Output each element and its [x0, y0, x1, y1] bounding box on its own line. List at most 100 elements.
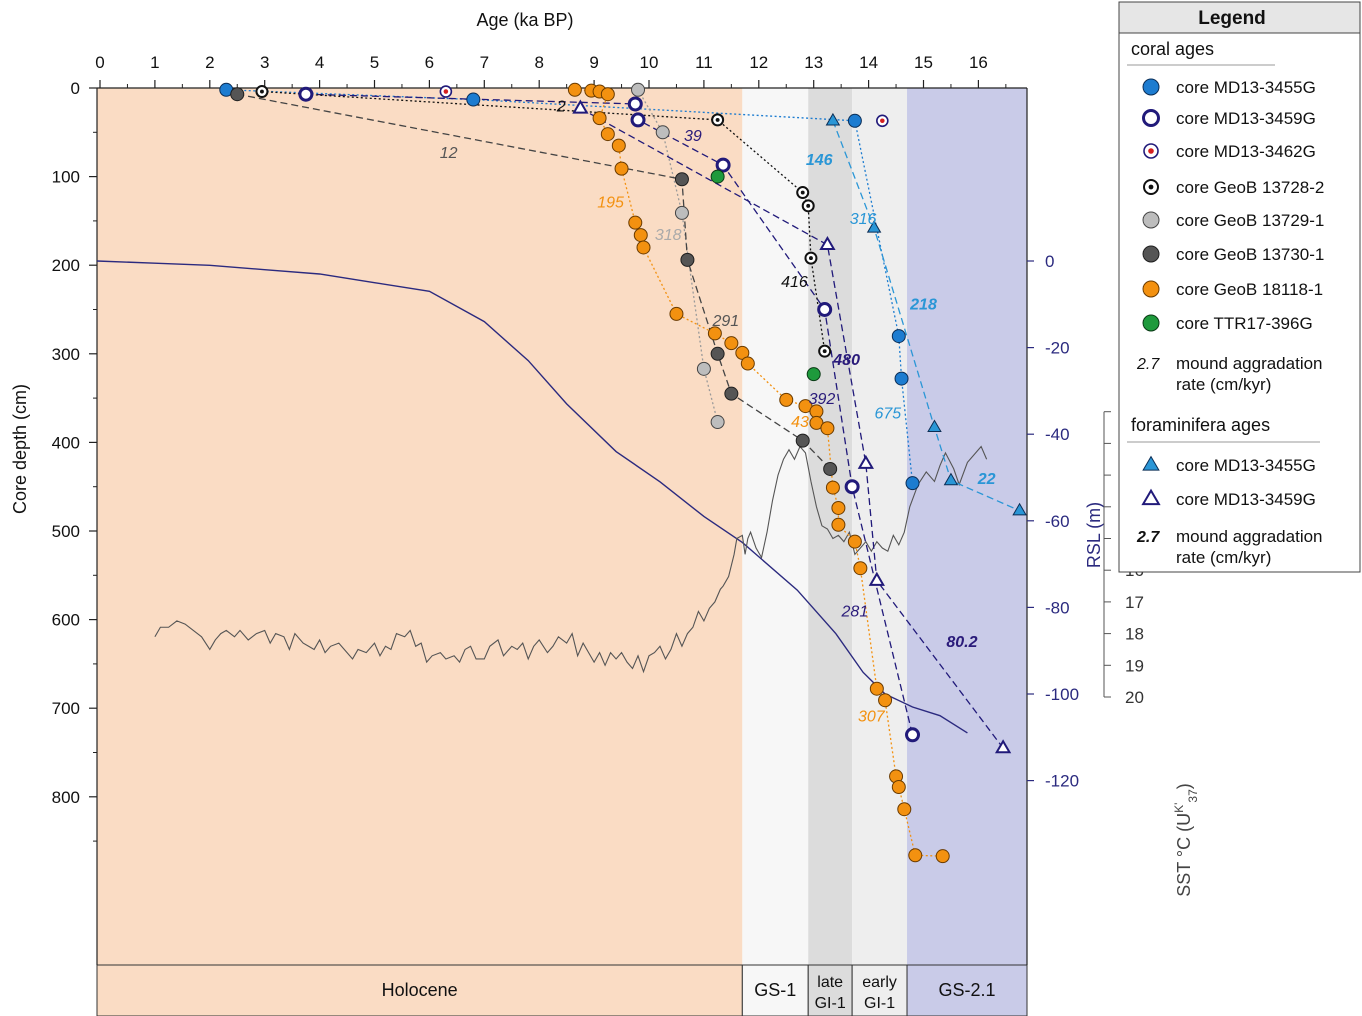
point-s5-1 [674, 172, 689, 187]
point-s8-3 [943, 472, 959, 486]
x-axis-title: Age (ka BP) [476, 10, 573, 30]
point-s6-32-shape [935, 849, 950, 864]
legend-marker-5-shape [1142, 245, 1160, 263]
legend-label-9: core MD13-3459G [1176, 490, 1316, 509]
point-s9-1 [819, 235, 836, 251]
point-s4-4 [710, 415, 725, 430]
x-tick-label-5: 5 [370, 53, 379, 72]
y-tick-label-1: 100 [52, 168, 80, 187]
point-s6-7 [614, 161, 629, 176]
period-label2-2: GI-1 [815, 995, 846, 1012]
rate-label-7: 146 [806, 152, 833, 169]
point-s4-4-shape [710, 415, 725, 430]
point-s9-0-shape [572, 99, 589, 114]
point-s0-2-shape [847, 113, 862, 128]
period-band-2 [808, 88, 853, 1016]
point-s6-10-shape [636, 240, 651, 255]
legend-marker-4 [1142, 211, 1160, 229]
y-axis-title: Core depth (cm) [10, 384, 30, 514]
rate-label-4: 318 [655, 227, 682, 244]
x-tick-label-6: 6 [425, 53, 434, 72]
legend-marker-0 [1142, 78, 1160, 96]
rate-annotations: 2 39 12 195 318 291 43 146 316 416 218 480 392 675 22 2… [440, 99, 996, 726]
legend-coral-rate-line2: rate (cm/kyr) [1176, 375, 1271, 394]
legend-marker-1-shape [1142, 109, 1160, 127]
point-s6-3-shape [600, 87, 615, 102]
legend-label-2: core MD13-3462G [1176, 142, 1316, 161]
point-s6-9-shape [633, 228, 648, 243]
point-s1-6 [905, 727, 921, 743]
point-s6-22 [831, 500, 846, 515]
y-tick-label-5: 500 [52, 522, 80, 541]
legend-marker-9 [1141, 488, 1161, 506]
point-s5-5 [795, 433, 810, 448]
point-s8-3-shape [943, 472, 959, 486]
plot-frame [96, 87, 1028, 965]
point-s6-11-shape [669, 306, 684, 321]
legend-marker-0-shape [1142, 78, 1160, 96]
point-s7-0-shape [710, 169, 725, 184]
point-s1-6-shape [905, 727, 921, 743]
point-s1-2-shape [630, 112, 646, 128]
point-s3-0-center [260, 89, 264, 94]
legend-label-0: core MD13-3455G [1176, 78, 1316, 97]
x-tick-label-0: 0 [95, 53, 104, 72]
point-s7-0 [710, 169, 725, 184]
y-tick-label-0: 0 [71, 79, 80, 98]
point-s6-4 [592, 111, 607, 126]
point-s5-2 [680, 252, 695, 267]
point-s3-2-center [800, 190, 805, 195]
point-s4-2-shape [674, 205, 689, 220]
point-s6-8-shape [628, 215, 643, 230]
sst-curve [154, 445, 988, 674]
period-label-cell-4 [906, 964, 1028, 1016]
point-s3-0 [255, 85, 269, 99]
point-s3-5 [818, 344, 832, 358]
point-s6-30 [897, 802, 912, 817]
legend-marker-3 [1143, 179, 1159, 195]
legend-marker-9-shape [1141, 488, 1161, 506]
point-s1-4 [817, 302, 833, 317]
rate-label-6: 43 [791, 414, 809, 431]
point-s6-26 [869, 681, 884, 696]
legend-foram-rate-value: 2.7 [1136, 529, 1160, 546]
period-band-0 [97, 88, 743, 1016]
point-s6-24 [847, 534, 862, 549]
point-s0-1-shape [466, 92, 481, 107]
point-s9-2 [857, 454, 875, 469]
period-label-1: GS-1 [754, 980, 796, 1000]
legend-marker-3-center [1148, 184, 1154, 190]
point-s3-3-center [806, 203, 811, 208]
y-tick-label-4: 400 [52, 433, 80, 452]
y-tick-label-3: 300 [52, 345, 80, 364]
point-s6-6-shape [611, 138, 626, 153]
legend-marker-7-shape [1142, 314, 1160, 332]
point-s4-2 [674, 205, 689, 220]
period-label2-3: GI-1 [864, 995, 895, 1012]
point-s0-2 [847, 113, 862, 128]
point-s6-23-shape [831, 517, 846, 532]
point-s8-2 [927, 419, 942, 433]
point-s6-0-shape [567, 82, 582, 97]
rate-label-11: 480 [832, 352, 860, 369]
point-s0-5-shape [905, 476, 920, 491]
point-s1-1 [627, 96, 643, 112]
data-points [219, 82, 1027, 864]
point-s6-31 [908, 848, 923, 863]
rate-label-9: 416 [781, 274, 808, 291]
point-s8-4 [1012, 502, 1027, 516]
point-s6-31-shape [908, 848, 923, 863]
rsl-tick-label-4: -80 [1045, 598, 1070, 617]
rate-label-16: 80.2 [946, 634, 977, 651]
legend-marker-6 [1142, 280, 1160, 298]
point-s9-2-shape [857, 454, 875, 469]
legend-foram-rate-line1: mound aggradation [1176, 527, 1323, 546]
sst-axis-title-end: ) [1174, 783, 1194, 789]
legend-label-6: core GeoB 18118-1 [1176, 280, 1323, 299]
point-s6-7-shape [614, 161, 629, 176]
point-s2-1 [876, 114, 889, 128]
period-band-4 [907, 88, 1027, 1016]
point-s3-5-center [822, 349, 827, 354]
point-s6-23 [831, 517, 846, 532]
legend-marker-6-shape [1142, 280, 1160, 298]
